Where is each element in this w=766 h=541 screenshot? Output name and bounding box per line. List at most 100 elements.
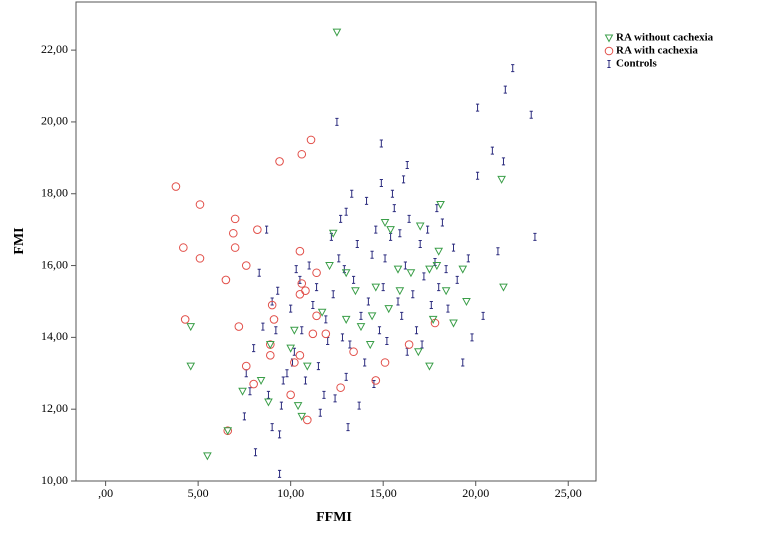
point (228, 228, 238, 238)
legend-label: RA with cachexia (616, 45, 698, 57)
point (499, 283, 508, 292)
y-tick-label: 10,00 (41, 473, 68, 487)
point (180, 315, 190, 324)
point (317, 308, 327, 317)
point (321, 329, 331, 339)
point (355, 240, 359, 249)
point (405, 161, 409, 170)
point (341, 315, 351, 324)
point (265, 341, 275, 350)
point (302, 362, 312, 371)
point (286, 390, 295, 400)
point (435, 204, 439, 213)
point (350, 189, 354, 198)
point (252, 344, 256, 353)
point (281, 376, 285, 385)
point (406, 269, 416, 278)
point (300, 326, 304, 335)
y-tick-label: 16,00 (41, 257, 68, 271)
point (357, 401, 361, 410)
point (461, 358, 465, 367)
point (333, 394, 337, 403)
point (276, 286, 280, 295)
point (242, 412, 246, 421)
point (297, 149, 307, 159)
point (370, 250, 374, 259)
point (249, 379, 258, 389)
point (186, 323, 196, 332)
point (440, 218, 445, 227)
point (390, 189, 395, 198)
legend-marker (604, 34, 614, 43)
point (428, 315, 438, 324)
point (297, 279, 307, 288)
y-tick-label: 14,00 (41, 329, 68, 343)
point (475, 103, 480, 112)
point (289, 304, 293, 313)
point (418, 240, 422, 249)
plot-frame (75, 1, 597, 482)
legend-label: RA without cachexia (616, 32, 714, 44)
point (511, 64, 515, 73)
point (441, 287, 451, 296)
point (290, 358, 299, 367)
point (344, 207, 348, 216)
point (385, 336, 389, 345)
point (171, 182, 181, 191)
y-axis-title: FMI (12, 227, 27, 254)
point (306, 135, 316, 145)
point (425, 265, 434, 274)
point (195, 200, 205, 209)
x-tick-label: 20,00 (462, 486, 489, 500)
point (203, 452, 212, 461)
point (269, 315, 279, 324)
point (303, 376, 308, 385)
point (497, 175, 506, 184)
point (336, 383, 345, 392)
point (241, 361, 251, 371)
point (241, 261, 251, 270)
point (346, 423, 350, 432)
point (533, 232, 537, 241)
point (293, 402, 303, 411)
x-tick-label: 15,00 (370, 486, 397, 500)
point (425, 362, 434, 371)
point (384, 305, 394, 314)
point (257, 268, 261, 277)
point (322, 390, 326, 399)
point (316, 362, 321, 371)
point (349, 347, 358, 357)
point (312, 268, 321, 278)
point (365, 341, 375, 350)
point (351, 275, 356, 284)
point (466, 254, 470, 263)
point (328, 229, 338, 238)
y-tick-label: 12,00 (41, 401, 68, 415)
point (238, 387, 247, 396)
point (366, 297, 370, 306)
point (290, 326, 299, 335)
point (308, 329, 318, 339)
point (256, 376, 266, 386)
point (356, 323, 366, 332)
point (297, 412, 307, 421)
point (470, 333, 474, 342)
point (414, 326, 419, 335)
point (411, 290, 415, 299)
point (395, 287, 405, 296)
point (414, 348, 423, 357)
point (253, 225, 262, 234)
point (503, 85, 507, 94)
x-axis-title: FFMI (316, 510, 352, 525)
point (455, 275, 459, 284)
x-tick-label: 5,00 (188, 486, 209, 500)
point (363, 358, 367, 367)
point (371, 283, 381, 292)
point (223, 427, 233, 436)
point (266, 390, 271, 399)
point (446, 304, 450, 313)
point (401, 175, 406, 184)
point (312, 311, 321, 321)
point (436, 201, 445, 210)
